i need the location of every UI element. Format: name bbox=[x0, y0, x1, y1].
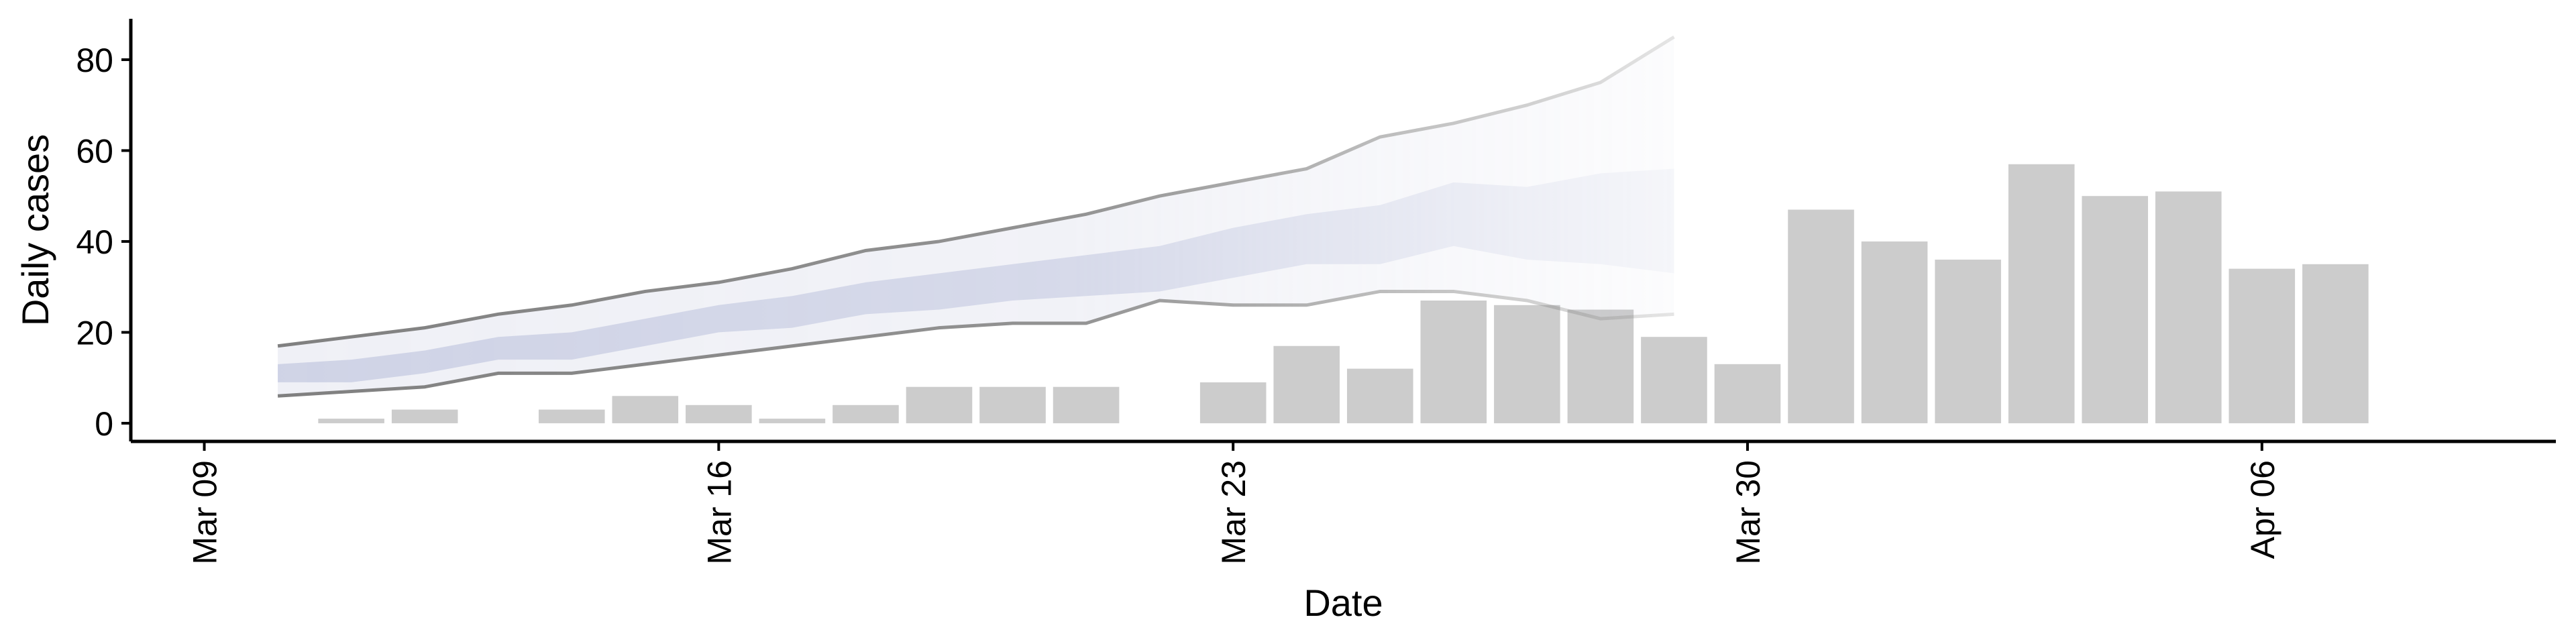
case-bar bbox=[1494, 305, 1560, 423]
case-bar bbox=[2229, 268, 2296, 423]
case-bar bbox=[1714, 364, 1781, 423]
case-bar bbox=[833, 405, 899, 423]
y-tick-label: 0 bbox=[95, 405, 113, 443]
axes-layer: 0 20 40 60 80 Mar 09 Mar 16 Mar 23 Mar 30 Apr 06 bbox=[76, 19, 2556, 565]
case-bar bbox=[2155, 191, 2222, 423]
case-bar bbox=[979, 386, 1046, 423]
y-axis-title: Daily cases bbox=[14, 134, 56, 326]
case-bar bbox=[538, 409, 605, 423]
case-bar bbox=[2008, 164, 2075, 423]
case-bar bbox=[1788, 209, 1854, 423]
case-bar bbox=[1567, 309, 1634, 423]
projection-layer bbox=[277, 35, 1675, 398]
case-bar bbox=[612, 396, 679, 423]
case-bar bbox=[759, 419, 826, 423]
y-tick-label: 60 bbox=[76, 132, 113, 170]
case-bar bbox=[1861, 241, 1928, 423]
y-tick-label: 80 bbox=[76, 42, 113, 79]
case-bar bbox=[1053, 386, 1120, 423]
y-tick-label: 20 bbox=[76, 314, 113, 352]
case-bar bbox=[1641, 337, 1707, 423]
case-bar bbox=[318, 419, 384, 423]
case-bar bbox=[2302, 264, 2369, 423]
case-bar bbox=[906, 386, 973, 423]
case-bar bbox=[2082, 196, 2149, 423]
projection-lower-line bbox=[277, 289, 1674, 398]
bars-layer bbox=[318, 164, 2369, 423]
y-tick-label: 40 bbox=[76, 223, 113, 261]
case-bar bbox=[1273, 345, 1340, 423]
case-bar bbox=[391, 409, 458, 423]
x-axis-title: Date bbox=[1303, 582, 1383, 624]
case-bar bbox=[1346, 368, 1413, 423]
x-tick-label: Mar 23 bbox=[1215, 460, 1252, 565]
x-tick-label: Apr 06 bbox=[2244, 460, 2282, 559]
case-bar bbox=[1935, 260, 2001, 423]
projection-inner-band bbox=[278, 168, 1674, 382]
x-tick-label: Mar 09 bbox=[186, 460, 224, 565]
case-bar bbox=[686, 405, 752, 423]
case-bar bbox=[1199, 382, 1267, 423]
x-tick-label: Mar 30 bbox=[1729, 460, 1767, 565]
projection-upper-line bbox=[277, 35, 1675, 348]
projection-outer-band bbox=[278, 37, 1674, 396]
x-tick-label: Mar 16 bbox=[700, 460, 738, 565]
case-bar bbox=[1420, 301, 1487, 423]
